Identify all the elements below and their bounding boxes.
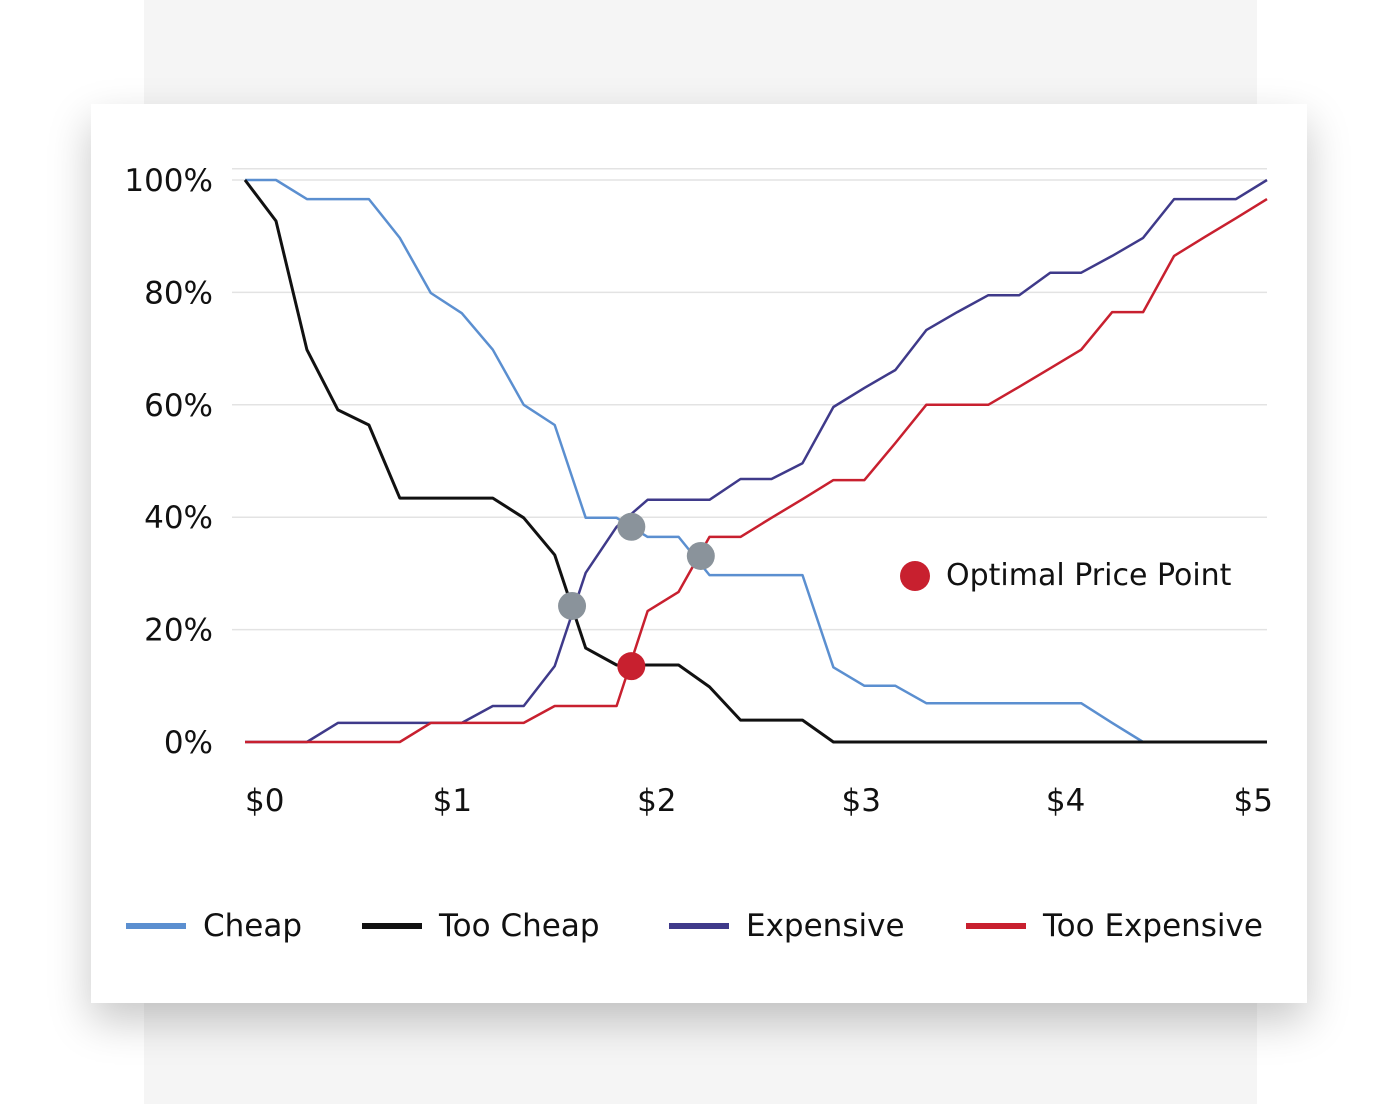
legend-item-too-expensive: Too Expensive xyxy=(966,908,1263,944)
legend-swatch-icon xyxy=(669,923,729,929)
y-tick-label: 100% xyxy=(124,163,213,199)
optimal-price-label: Optimal Price Point xyxy=(946,558,1232,593)
legend-item-cheap: Cheap xyxy=(126,908,302,944)
x-tick-label: $5 xyxy=(1234,783,1273,819)
legend-label: Expensive xyxy=(746,908,905,944)
x-tick-label: $1 xyxy=(433,783,472,819)
series-line-too-expensive xyxy=(245,198,1268,744)
y-tick-label: 40% xyxy=(144,500,213,536)
legend-item-expensive: Expensive xyxy=(669,908,905,944)
series-line-cheap xyxy=(245,178,1267,744)
series-line-too-cheap xyxy=(243,179,1267,744)
legend-label: Too Cheap xyxy=(439,908,600,944)
optimal-price-marker-icon xyxy=(900,560,930,591)
y-tick-label: 60% xyxy=(144,388,213,424)
intersection-marker xyxy=(617,512,646,541)
legend-label: Too Expensive xyxy=(1043,908,1263,944)
legend-swatch-icon xyxy=(126,923,186,929)
series-line-expensive xyxy=(245,178,1268,744)
legend-swatch-icon xyxy=(362,923,422,929)
x-tick-label: $4 xyxy=(1046,783,1085,819)
y-tick-label: 0% xyxy=(164,725,213,761)
legend-item-too-cheap: Too Cheap xyxy=(362,908,600,944)
x-tick-label: $2 xyxy=(637,783,676,819)
y-tick-label: 80% xyxy=(144,275,213,311)
y-tick-label: 20% xyxy=(144,613,213,649)
optimal-price-annotation: Optimal Price Point xyxy=(900,558,1231,593)
legend: Cheap Too Cheap Expensive Too Expensive xyxy=(0,908,1400,952)
legend-label: Cheap xyxy=(203,908,303,944)
intersection-marker xyxy=(686,541,715,570)
legend-swatch-icon xyxy=(966,923,1026,929)
optimal-price-point-marker xyxy=(617,652,646,681)
x-tick-label: $0 xyxy=(245,783,284,819)
x-tick-label: $3 xyxy=(841,783,880,819)
intersection-marker xyxy=(558,591,587,620)
